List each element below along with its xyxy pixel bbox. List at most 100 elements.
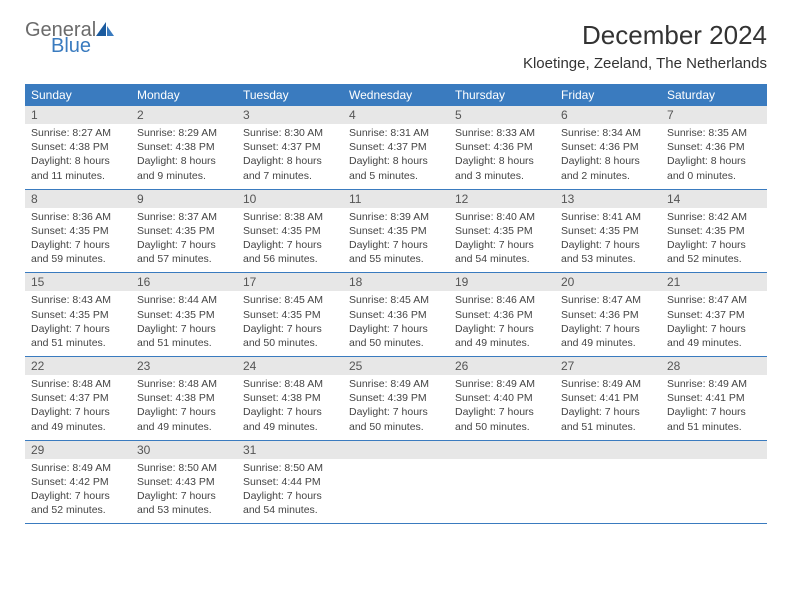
day-detail-line: Daylight: 7 hours bbox=[31, 238, 125, 252]
day-number: 31 bbox=[237, 441, 343, 459]
day-detail-line: Daylight: 7 hours bbox=[137, 238, 231, 252]
logo: General Blue bbox=[25, 20, 114, 56]
day-detail-line: Sunset: 4:40 PM bbox=[455, 391, 549, 405]
day-details: Sunrise: 8:50 AMSunset: 4:43 PMDaylight:… bbox=[131, 459, 237, 524]
calendar-week: 15Sunrise: 8:43 AMSunset: 4:35 PMDayligh… bbox=[25, 273, 767, 357]
day-detail-line: Sunset: 4:35 PM bbox=[243, 224, 337, 238]
day-detail-line: Sunrise: 8:48 AM bbox=[243, 377, 337, 391]
day-detail-line: and 3 minutes. bbox=[455, 169, 549, 183]
day-details: Sunrise: 8:47 AMSunset: 4:36 PMDaylight:… bbox=[555, 291, 661, 356]
calendar-day: . bbox=[555, 441, 661, 524]
calendar-day: . bbox=[449, 441, 555, 524]
day-detail-line: and 55 minutes. bbox=[349, 252, 443, 266]
day-detail-line: Daylight: 7 hours bbox=[667, 238, 761, 252]
day-detail-line: Sunset: 4:38 PM bbox=[31, 140, 125, 154]
calendar-body: 1Sunrise: 8:27 AMSunset: 4:38 PMDaylight… bbox=[25, 106, 767, 524]
day-detail-line: and 53 minutes. bbox=[561, 252, 655, 266]
calendar-day: 28Sunrise: 8:49 AMSunset: 4:41 PMDayligh… bbox=[661, 357, 767, 440]
day-detail-line: Sunrise: 8:50 AM bbox=[137, 461, 231, 475]
day-detail-line: Daylight: 7 hours bbox=[243, 238, 337, 252]
day-details bbox=[661, 459, 767, 515]
day-number: 12 bbox=[449, 190, 555, 208]
calendar-day: 23Sunrise: 8:48 AMSunset: 4:38 PMDayligh… bbox=[131, 357, 237, 440]
day-detail-line: Sunset: 4:36 PM bbox=[349, 308, 443, 322]
day-detail-line: Daylight: 7 hours bbox=[349, 405, 443, 419]
calendar-day: 21Sunrise: 8:47 AMSunset: 4:37 PMDayligh… bbox=[661, 273, 767, 356]
day-detail-line: Sunrise: 8:48 AM bbox=[137, 377, 231, 391]
day-detail-line: Daylight: 8 hours bbox=[349, 154, 443, 168]
day-number: 23 bbox=[131, 357, 237, 375]
day-detail-line: Sunrise: 8:47 AM bbox=[561, 293, 655, 307]
day-details: Sunrise: 8:49 AMSunset: 4:39 PMDaylight:… bbox=[343, 375, 449, 440]
day-detail-line: Daylight: 8 hours bbox=[667, 154, 761, 168]
calendar-day: 19Sunrise: 8:46 AMSunset: 4:36 PMDayligh… bbox=[449, 273, 555, 356]
calendar-day: 30Sunrise: 8:50 AMSunset: 4:43 PMDayligh… bbox=[131, 441, 237, 524]
day-detail-line: Sunset: 4:35 PM bbox=[667, 224, 761, 238]
calendar-week: 8Sunrise: 8:36 AMSunset: 4:35 PMDaylight… bbox=[25, 190, 767, 274]
calendar-day: 22Sunrise: 8:48 AMSunset: 4:37 PMDayligh… bbox=[25, 357, 131, 440]
day-details: Sunrise: 8:40 AMSunset: 4:35 PMDaylight:… bbox=[449, 208, 555, 273]
day-detail-line: and 50 minutes. bbox=[349, 420, 443, 434]
day-detail-line: and 52 minutes. bbox=[31, 503, 125, 517]
day-detail-line: Daylight: 7 hours bbox=[455, 405, 549, 419]
logo-sail-icon bbox=[96, 22, 114, 36]
day-detail-line: Sunset: 4:35 PM bbox=[349, 224, 443, 238]
day-detail-line: Daylight: 7 hours bbox=[243, 322, 337, 336]
day-detail-line: Sunset: 4:38 PM bbox=[137, 140, 231, 154]
calendar-day: 15Sunrise: 8:43 AMSunset: 4:35 PMDayligh… bbox=[25, 273, 131, 356]
day-detail-line: and 53 minutes. bbox=[137, 503, 231, 517]
day-detail-line: and 2 minutes. bbox=[561, 169, 655, 183]
day-detail-line: Sunrise: 8:36 AM bbox=[31, 210, 125, 224]
weekday-header: Wednesday bbox=[343, 84, 449, 106]
day-details: Sunrise: 8:29 AMSunset: 4:38 PMDaylight:… bbox=[131, 124, 237, 189]
day-detail-line: Sunrise: 8:46 AM bbox=[455, 293, 549, 307]
day-details: Sunrise: 8:41 AMSunset: 4:35 PMDaylight:… bbox=[555, 208, 661, 273]
day-detail-line: and 56 minutes. bbox=[243, 252, 337, 266]
day-number: 24 bbox=[237, 357, 343, 375]
day-number: 4 bbox=[343, 106, 449, 124]
day-detail-line: Sunset: 4:44 PM bbox=[243, 475, 337, 489]
day-detail-line: and 5 minutes. bbox=[349, 169, 443, 183]
day-detail-line: and 54 minutes. bbox=[243, 503, 337, 517]
day-detail-line: Daylight: 8 hours bbox=[561, 154, 655, 168]
day-detail-line: and 51 minutes. bbox=[561, 420, 655, 434]
day-detail-line: Daylight: 8 hours bbox=[455, 154, 549, 168]
calendar-day: 14Sunrise: 8:42 AMSunset: 4:35 PMDayligh… bbox=[661, 190, 767, 273]
day-detail-line: and 52 minutes. bbox=[667, 252, 761, 266]
day-detail-line: Sunrise: 8:49 AM bbox=[31, 461, 125, 475]
day-detail-line: Sunrise: 8:27 AM bbox=[31, 126, 125, 140]
day-detail-line: Sunset: 4:36 PM bbox=[561, 308, 655, 322]
day-detail-line: Sunrise: 8:34 AM bbox=[561, 126, 655, 140]
day-detail-line: Sunrise: 8:49 AM bbox=[455, 377, 549, 391]
weekday-header: Saturday bbox=[661, 84, 767, 106]
calendar-day: 1Sunrise: 8:27 AMSunset: 4:38 PMDaylight… bbox=[25, 106, 131, 189]
day-number: . bbox=[555, 441, 661, 459]
day-detail-line: and 0 minutes. bbox=[667, 169, 761, 183]
calendar-day: 20Sunrise: 8:47 AMSunset: 4:36 PMDayligh… bbox=[555, 273, 661, 356]
calendar-day: 18Sunrise: 8:45 AMSunset: 4:36 PMDayligh… bbox=[343, 273, 449, 356]
calendar-week: 29Sunrise: 8:49 AMSunset: 4:42 PMDayligh… bbox=[25, 441, 767, 525]
day-detail-line: and 50 minutes. bbox=[455, 420, 549, 434]
calendar-day: . bbox=[343, 441, 449, 524]
day-details: Sunrise: 8:44 AMSunset: 4:35 PMDaylight:… bbox=[131, 291, 237, 356]
calendar: SundayMondayTuesdayWednesdayThursdayFrid… bbox=[25, 84, 767, 524]
header: General Blue December 2024 Kloetinge, Ze… bbox=[25, 20, 767, 72]
day-details: Sunrise: 8:30 AMSunset: 4:37 PMDaylight:… bbox=[237, 124, 343, 189]
day-number: 26 bbox=[449, 357, 555, 375]
location: Kloetinge, Zeeland, The Netherlands bbox=[523, 55, 767, 72]
day-details: Sunrise: 8:45 AMSunset: 4:35 PMDaylight:… bbox=[237, 291, 343, 356]
day-detail-line: Sunset: 4:36 PM bbox=[455, 140, 549, 154]
day-number: 2 bbox=[131, 106, 237, 124]
day-detail-line: Sunset: 4:35 PM bbox=[561, 224, 655, 238]
day-detail-line: Daylight: 7 hours bbox=[667, 405, 761, 419]
day-number: 1 bbox=[25, 106, 131, 124]
day-details bbox=[449, 459, 555, 515]
day-detail-line: and 49 minutes. bbox=[455, 336, 549, 350]
day-number: 30 bbox=[131, 441, 237, 459]
calendar-day: 3Sunrise: 8:30 AMSunset: 4:37 PMDaylight… bbox=[237, 106, 343, 189]
day-detail-line: Sunrise: 8:50 AM bbox=[243, 461, 337, 475]
day-details: Sunrise: 8:49 AMSunset: 4:42 PMDaylight:… bbox=[25, 459, 131, 524]
day-number: 20 bbox=[555, 273, 661, 291]
day-detail-line: Sunrise: 8:39 AM bbox=[349, 210, 443, 224]
day-detail-line: Sunrise: 8:45 AM bbox=[349, 293, 443, 307]
